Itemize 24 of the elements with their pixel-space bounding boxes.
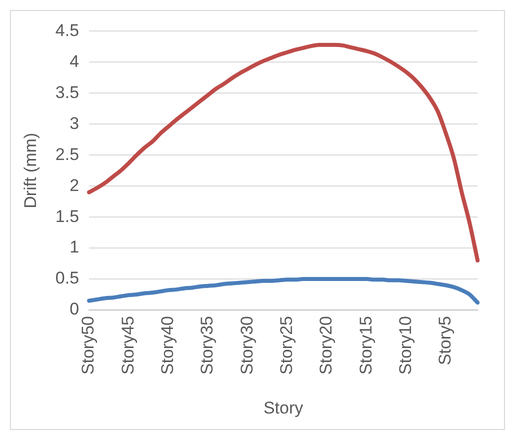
y-tick-label: 2.5 — [55, 144, 80, 164]
y-tick-label: 4 — [70, 52, 80, 71]
x-tick-label: Story35 — [198, 316, 217, 375]
line-series — [87, 42, 480, 262]
x-tick-label: Story50 — [78, 316, 98, 375]
line-series — [87, 277, 480, 305]
y-axis-title: Drift (mm) — [20, 132, 40, 208]
y-tick-label: 0.5 — [55, 268, 80, 288]
x-tick-label: Story15 — [356, 316, 376, 375]
y-tick-label: 3.5 — [55, 82, 80, 102]
y-tick-label: 1.5 — [55, 206, 80, 226]
x-tick-label: Story20 — [316, 316, 336, 375]
x-tick-label: Story10 — [396, 316, 415, 375]
x-tick-label: Story25 — [276, 316, 296, 375]
y-tick-label: 2 — [70, 176, 80, 195]
y-tick-label: 0 — [70, 300, 80, 319]
x-tick-label: Story30 — [237, 316, 256, 375]
x-tick-label: Story40 — [158, 316, 178, 375]
y-tick-label: 4.5 — [55, 20, 80, 40]
x-axis-title: Story — [263, 398, 304, 418]
y-tick-label: 3 — [70, 114, 80, 133]
y-tick-label: 1 — [70, 238, 80, 257]
x-tick-label: Story5 — [436, 316, 455, 366]
x-tick-label: Story45 — [118, 316, 138, 375]
